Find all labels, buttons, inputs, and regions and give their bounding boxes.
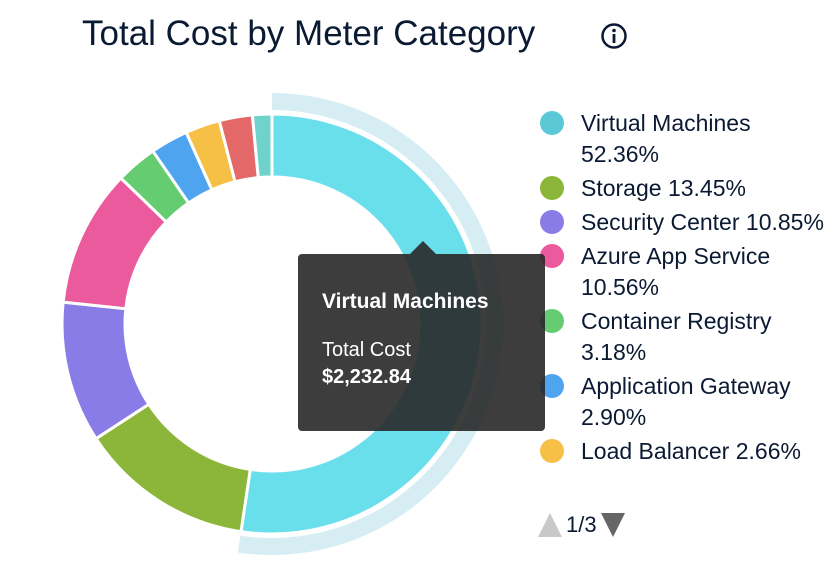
- legend-pager: 1/3: [538, 512, 625, 538]
- legend-label: Container Registry 3.18%: [581, 308, 772, 365]
- donut-slice[interactable]: [250, 112, 274, 180]
- tooltip-value: $2,232.84: [322, 366, 411, 388]
- tooltip-label: Total Cost: [322, 339, 411, 361]
- legend-label: Storage 13.45%: [581, 175, 746, 201]
- legend-label: Virtual Machines 52.36%: [581, 110, 751, 167]
- tooltip: Virtual Machines Total Cost $2,232.84: [298, 241, 545, 431]
- legend-next-page-icon[interactable]: [600, 513, 625, 537]
- legend-label: Azure App Service 10.56%: [581, 243, 771, 300]
- legend-swatch: [540, 176, 564, 200]
- legend-item[interactable]: Load Balancer 2.66%: [540, 436, 830, 467]
- tooltip-category: Virtual Machines: [322, 290, 489, 313]
- legend-swatch: [540, 111, 564, 135]
- legend-label: Load Balancer 2.66%: [581, 438, 801, 464]
- chart-title: Total Cost by Meter Category: [82, 14, 536, 53]
- legend-item[interactable]: Application Gateway 2.90%: [540, 371, 830, 433]
- legend-item[interactable]: Security Center 10.85%: [540, 207, 830, 238]
- legend-item[interactable]: Storage 13.45%: [540, 173, 830, 204]
- legend-item[interactable]: Virtual Machines 52.36%: [540, 108, 830, 170]
- legend: Virtual Machines 52.36% Storage 13.45% Sec…: [540, 108, 830, 496]
- info-circle-icon[interactable]: [600, 22, 628, 50]
- legend-label: Security Center 10.85%: [581, 209, 824, 235]
- legend-item[interactable]: Container Registry 3.18%: [540, 306, 830, 368]
- legend-swatch: [540, 210, 564, 234]
- legend-item[interactable]: Azure App Service 10.56%: [540, 241, 830, 303]
- legend-label: Application Gateway 2.90%: [581, 373, 791, 430]
- legend-swatch: [540, 439, 564, 463]
- legend-prev-page-icon[interactable]: [538, 513, 562, 537]
- legend-page-indicator: 1/3: [566, 512, 597, 537]
